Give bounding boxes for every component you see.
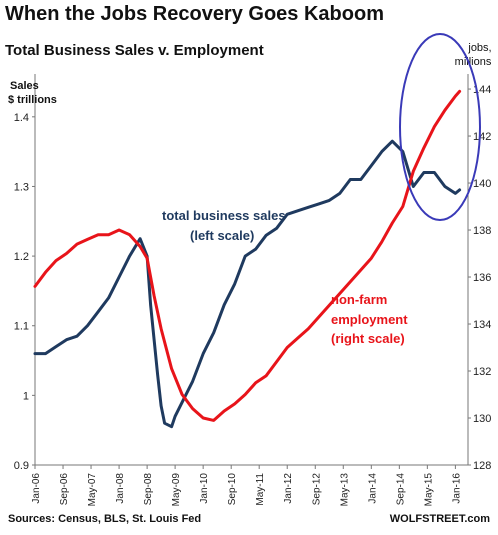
right-tick-label: 138 — [473, 225, 491, 237]
x-tick-label: Sep-12 — [311, 473, 322, 506]
left-tick-label: 1.4 — [14, 112, 29, 124]
x-tick-label: May-13 — [339, 473, 350, 507]
page-title: When the Jobs Recovery Goes Kaboom — [5, 3, 384, 25]
x-tick-label: May-09 — [171, 473, 182, 507]
right-tick-label: 132 — [473, 366, 491, 378]
x-tick-label: Jan-16 — [451, 473, 462, 504]
left-tick-label: 1.1 — [14, 321, 29, 333]
x-tick-label: May-11 — [255, 473, 266, 506]
left-tick-label: 1.2 — [14, 251, 29, 263]
brand-watermark: WOLFSTREET.com — [389, 513, 490, 525]
employment-annotation: (right scale) — [331, 331, 405, 346]
right-tick-label: 130 — [473, 413, 491, 425]
employment-annotation: non-farm — [331, 292, 387, 307]
x-tick-label: Sep-08 — [143, 473, 154, 506]
right-tick-label: 128 — [473, 460, 491, 472]
sales-annotation: total business sales — [162, 208, 286, 223]
sales-annotation: (left scale) — [190, 228, 254, 243]
x-tick-label: Jan-06 — [31, 473, 42, 504]
x-tick-label: Jan-08 — [115, 473, 126, 504]
x-tick-label: May-07 — [87, 473, 98, 507]
series-line-sales — [33, 139, 462, 429]
page-subtitle: Total Business Sales v. Employment — [5, 42, 264, 59]
source-note: Sources: Census, BLS, St. Louis Fed — [8, 513, 202, 525]
left-axis-label: $ trillions — [8, 94, 57, 106]
x-tick-label: Sep-14 — [395, 473, 406, 506]
x-tick-label: May-15 — [423, 473, 434, 507]
right-tick-label: 140 — [473, 178, 491, 190]
highlight-ellipse — [399, 33, 481, 221]
left-tick-label: 1 — [23, 390, 29, 402]
right-tick-label: 142 — [473, 131, 491, 143]
left-tick-label: 1.3 — [14, 181, 29, 193]
left-tick-label: 0.9 — [14, 460, 29, 472]
x-tick-label: Jan-14 — [367, 473, 378, 504]
employment-annotation: employment — [331, 312, 408, 327]
x-tick-label: Jan-10 — [199, 473, 210, 504]
series-line-employment — [33, 89, 462, 422]
x-tick-label: Jan-12 — [283, 473, 294, 504]
right-tick-label: 136 — [473, 272, 491, 284]
left-axis-label: Sales — [10, 80, 39, 92]
right-tick-label: 134 — [473, 319, 491, 331]
x-tick-label: Sep-10 — [227, 473, 238, 506]
right-axis-label: jobs, — [467, 42, 491, 54]
x-tick-label: Sep-06 — [59, 473, 70, 506]
right-axis-label: millions — [455, 56, 492, 68]
